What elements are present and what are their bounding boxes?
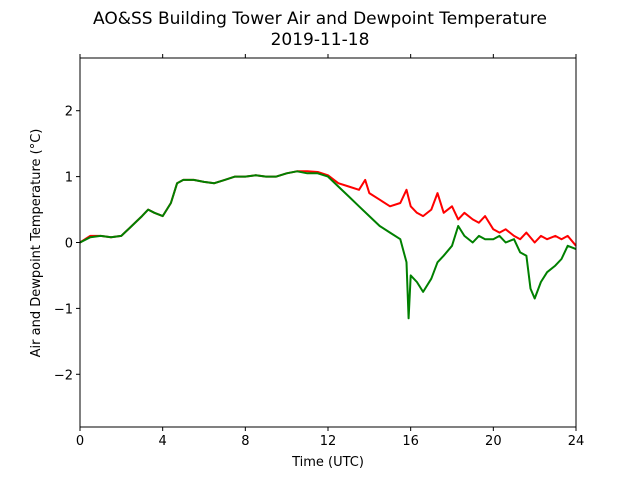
y-axis-label: Air and Dewpoint Temperature (°C) <box>29 129 44 358</box>
series-layer <box>79 170 577 320</box>
x-tick-label: 16 <box>402 434 419 449</box>
chart-title: AO&SS Building Tower Air and Dewpoint Te… <box>93 9 547 29</box>
x-tick-label: 12 <box>320 434 337 449</box>
air-series-line <box>79 170 577 247</box>
y-tick-label: −1 <box>54 302 73 317</box>
x-tick-label: 8 <box>241 434 249 449</box>
dewpoint-series-line <box>79 170 577 320</box>
chart-subtitle: 2019-11-18 <box>271 30 370 50</box>
plot-area-frame <box>79 57 577 428</box>
y-tick-label: 0 <box>65 237 73 252</box>
x-tick-label: 20 <box>485 434 502 449</box>
y-tick-label: 1 <box>65 171 73 186</box>
x-tick-label: 24 <box>568 434 585 449</box>
y-tick-label: 2 <box>65 105 73 120</box>
x-axis-label: Time (UTC) <box>291 455 364 470</box>
x-tick-label: 4 <box>159 434 167 449</box>
y-tick-label: −2 <box>54 368 73 383</box>
x-tick-label: 0 <box>76 434 84 449</box>
